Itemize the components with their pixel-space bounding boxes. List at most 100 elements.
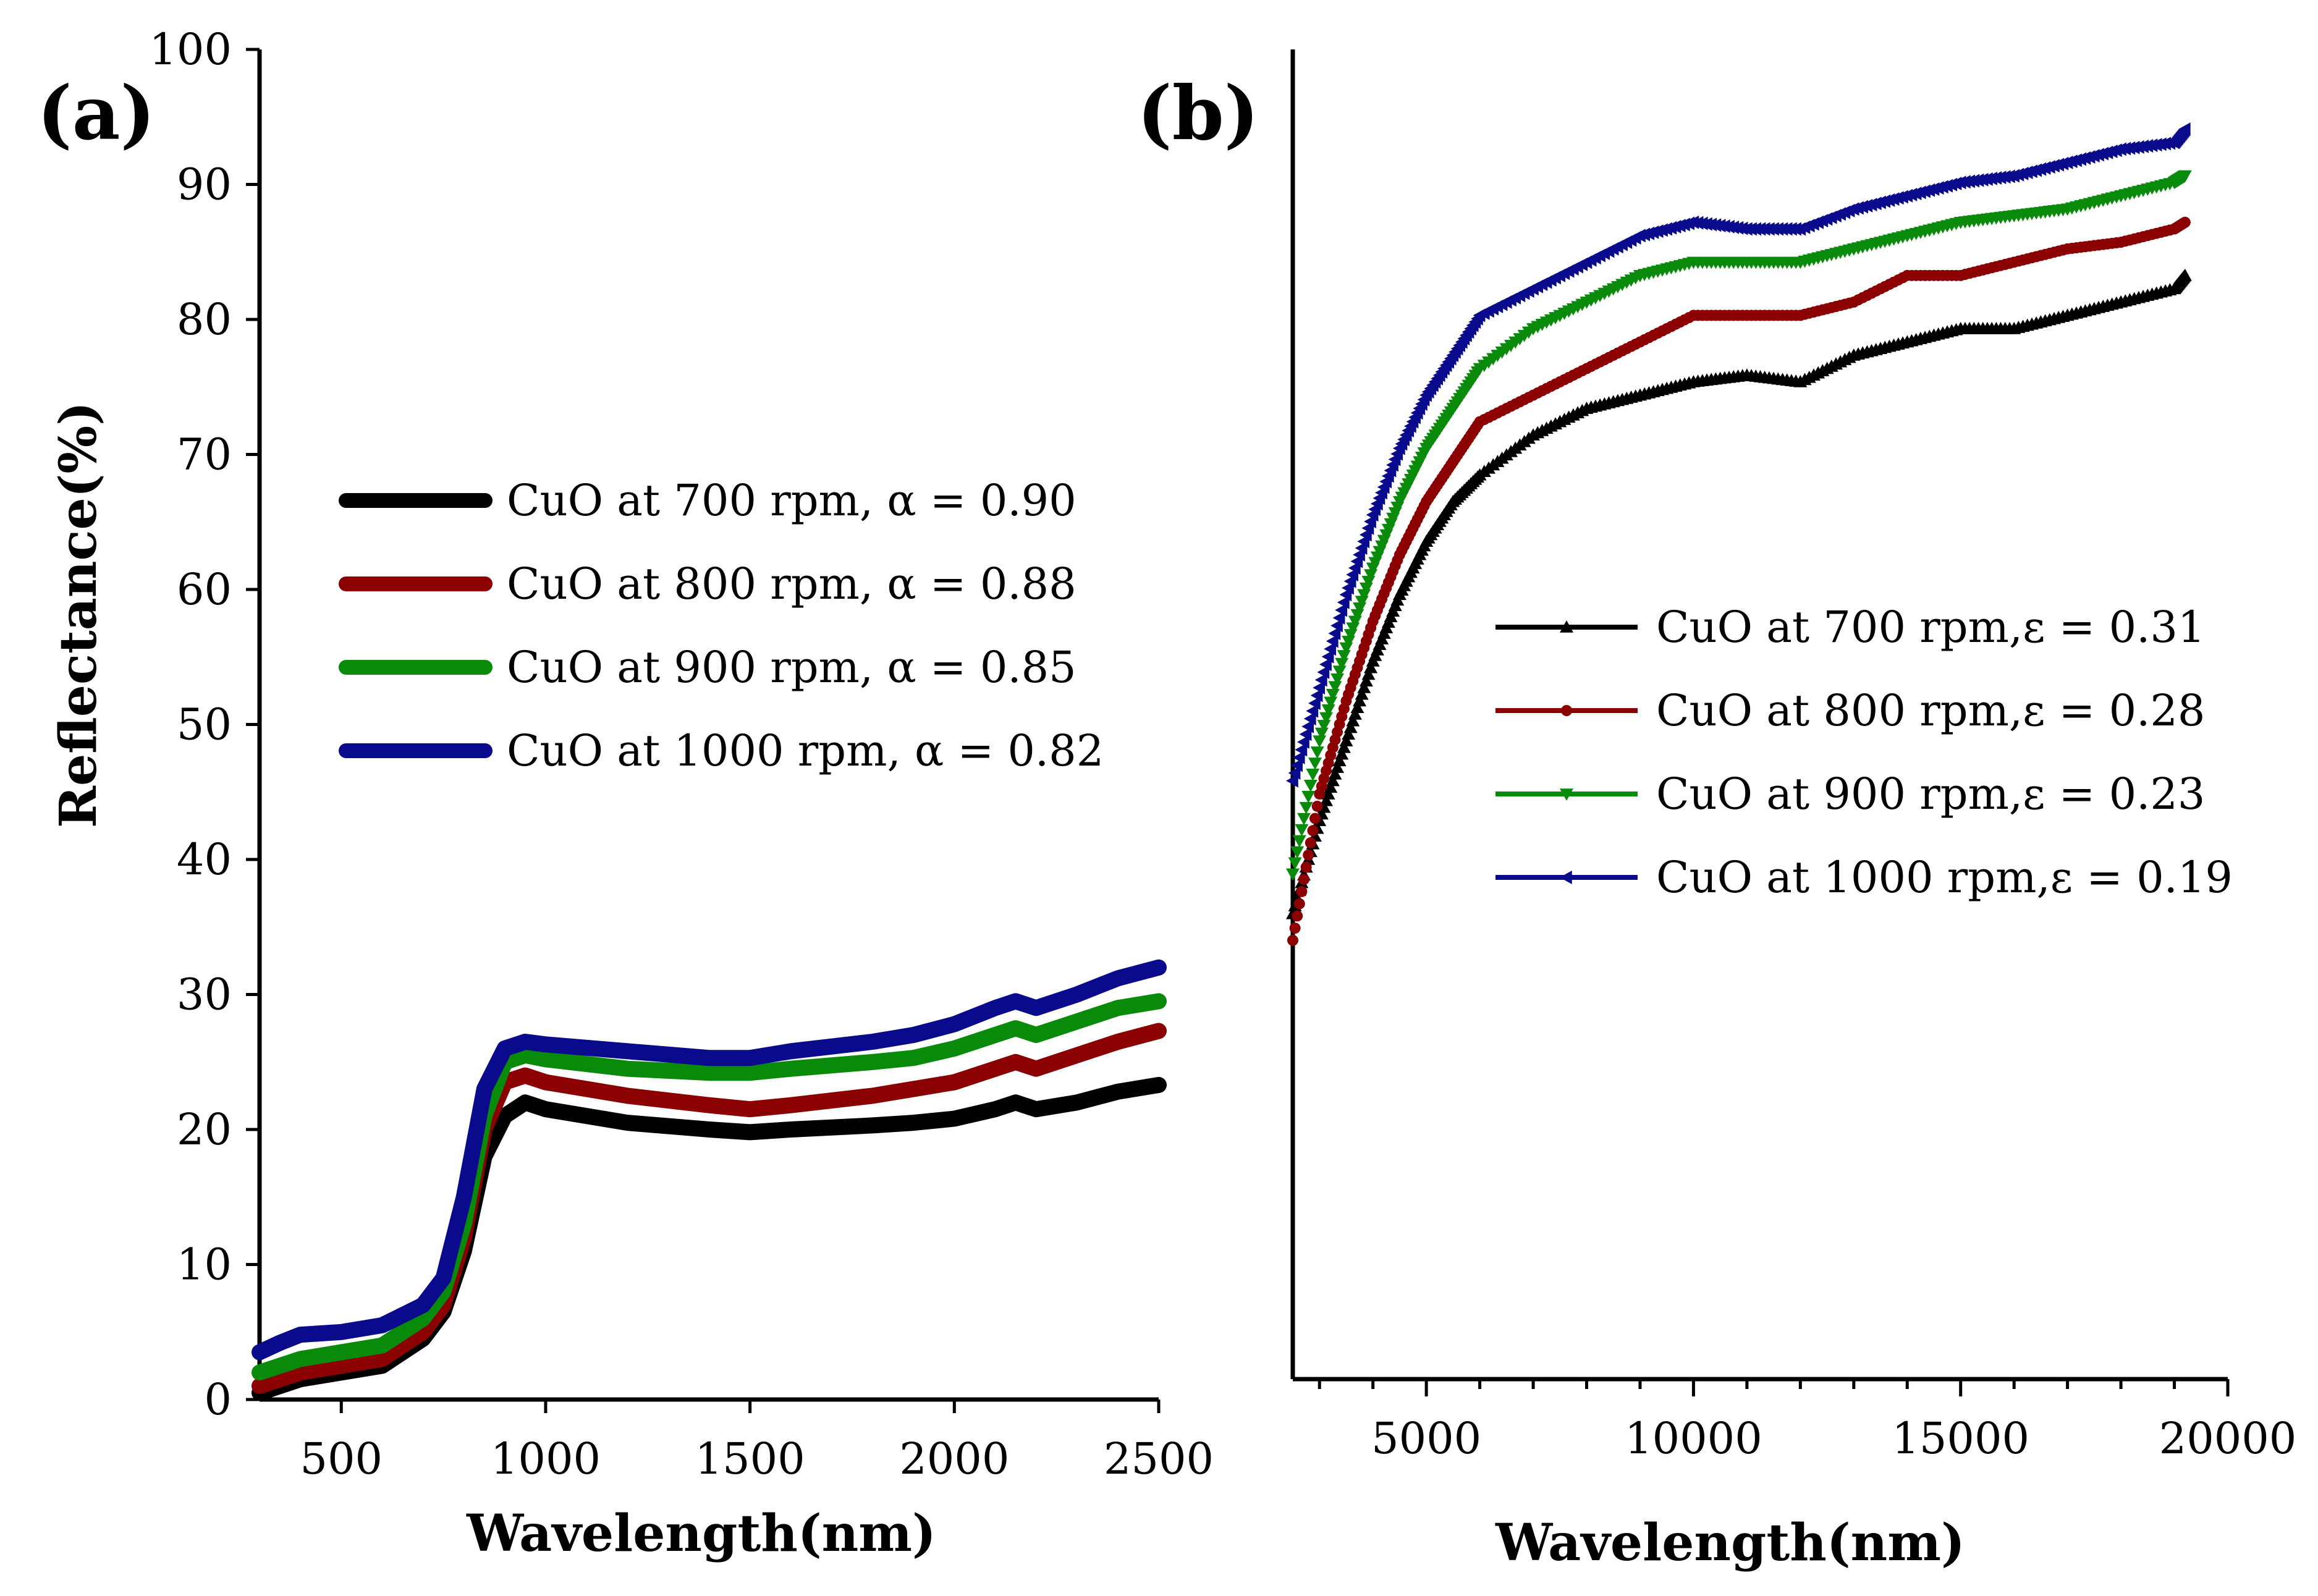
panel-b-marker-3 (1290, 846, 1305, 859)
panel-a-y-tick-label: 80 (177, 294, 232, 345)
panel-b-marker-1 (1359, 674, 1373, 686)
panel-b-marker-3 (1286, 868, 1300, 881)
panel-b-marker-4 (1314, 673, 1327, 687)
panel-b-marker-3 (1308, 758, 1322, 770)
panel-b-marker-3 (1295, 824, 1309, 837)
panel-b-marker-3 (1332, 665, 1347, 678)
panel-a-series-line-2 (252, 1023, 1167, 1395)
panel-b-marker-4 (1308, 696, 1321, 711)
panel-b-marker-3 (1321, 704, 1335, 717)
panel-b-marker-1 (1339, 734, 1353, 746)
panel-b-marker-2 (1287, 934, 1298, 946)
panel-b-marker-2 (2179, 216, 2191, 228)
panel-a-y-tick-label: 60 (177, 564, 232, 615)
panel-b-marker-2 (1296, 885, 1308, 897)
panel-a-x-tick-label: 2000 (899, 1433, 1009, 1484)
panel-b-marker-1 (1335, 747, 1349, 760)
panel-b-marker-3 (1326, 688, 1340, 701)
panel-a-x-axis-label: Wavelength(nm) (466, 1504, 936, 1563)
panel-b-marker-2 (1305, 837, 1316, 849)
panel-b-marker-4 (1319, 657, 1332, 672)
panel-b-marker-2 (1303, 849, 1314, 861)
panel-b-legend-label-2: CuO at 800 rpm,ε = 0.28 (1656, 685, 2205, 736)
panel-b-marker-2 (1307, 825, 1319, 837)
panel-b-series (1286, 122, 2192, 946)
panel-b-legend-marker-2 (1561, 705, 1572, 716)
panel-b-marker-1 (1330, 761, 1345, 773)
panel-b-marker-3 (1317, 720, 1331, 732)
panel-b-marker-1 (1350, 701, 1364, 714)
panel-b-marker-4 (1328, 627, 1341, 641)
panel-b-marker-3 (1328, 681, 1342, 694)
panel-b-legend-marker-4 (1560, 871, 1572, 884)
panel-b-marker-1 (1357, 680, 1371, 693)
panel-b-marker-4 (1317, 665, 1330, 679)
panel-a-y-axis-label: Reflectance(%) (49, 402, 108, 828)
panel-b-marker-1 (1342, 727, 1356, 740)
panel-b-marker-3 (1310, 746, 1324, 759)
panel-b-marker-4 (1337, 595, 1350, 609)
panel-b-marker-4 (1321, 649, 1334, 664)
panel-b-marker-3 (1292, 835, 1306, 848)
panel-a-y-tick-label: 100 (149, 24, 232, 75)
panel-a-x-tick-label: 1500 (695, 1433, 805, 1484)
panel-a-y-tick-label: 0 (204, 1374, 232, 1425)
panel-a-y-tick-label: 70 (177, 429, 232, 480)
panel-b-x-axis-label: Wavelength(nm) (1495, 1513, 1965, 1573)
panel-b-marker-3 (2178, 170, 2192, 183)
panel-b-marker-3 (1313, 735, 1327, 748)
panel-b-marker-4 (1335, 603, 1348, 617)
panel-a-axes (257, 49, 1159, 1402)
panel-b-marker-4 (1326, 634, 1339, 648)
panel-a-y-tick-label: 40 (177, 834, 232, 885)
panel-b-marker-4 (1324, 642, 1337, 656)
panel-b-ticks: 5000 10000 15000 20000 (1318, 1379, 2297, 1464)
panel-b-marker-1 (2178, 268, 2192, 281)
panel-b-series-3 (1286, 170, 2192, 881)
panel-b-marker-3 (1337, 650, 1351, 662)
panel-b-marker-1 (1337, 740, 1351, 753)
panel-b-legend-label-1: CuO at 700 rpm,ε = 0.31 (1656, 602, 2205, 652)
panel-b-legend-marker-3 (1560, 788, 1573, 801)
panel-b-marker-1 (1364, 661, 1378, 673)
panel-a-y-tick-label: 10 (177, 1239, 232, 1290)
panel-b-x-tick-label: 15000 (1892, 1413, 2029, 1464)
panel-a-legend-label-3: CuO at 900 rpm, α = 0.85 (507, 642, 1077, 693)
panel-b-marker-3 (1319, 712, 1334, 725)
panel-b-marker-3 (1288, 857, 1302, 870)
panel-b-marker-3 (1314, 727, 1329, 740)
panel-b-legend: CuO at 700 rpm,ε = 0.31 CuO at 800 rpm,ε … (1495, 602, 2233, 903)
panel-a-x-tick-label: 2500 (1104, 1433, 1214, 1484)
panel-b-marker-3 (1335, 657, 1349, 670)
panel-b-marker-1 (1328, 767, 1342, 780)
panel-b-marker-1 (1319, 793, 1334, 806)
panel-b-marker-1 (1346, 714, 1360, 727)
panel-b-marker-3 (1297, 813, 1311, 825)
panel-b-marker-1 (1332, 754, 1347, 767)
panel-b-x-tick-label: 20000 (2159, 1413, 2297, 1464)
panel-b-marker-2 (1300, 861, 1312, 873)
panel-b-x-tick-label: 10000 (1625, 1413, 1762, 1464)
panel-b-marker-3 (1301, 790, 1316, 803)
panel-b-marker-2 (1298, 874, 1310, 885)
panel-b-marker-3 (1303, 779, 1318, 792)
panel-b-marker-1 (1326, 774, 1340, 787)
panel-a-legend-label-4: CuO at 1000 rpm, α = 0.82 (507, 725, 1104, 776)
panel-b-marker-4 (1313, 680, 1326, 695)
panel-a-y-tick-label: 30 (177, 969, 232, 1020)
panel-b-marker-3 (1330, 673, 1345, 686)
panel-b-series-4 (1286, 122, 2191, 788)
panel-b-marker-2 (1292, 910, 1303, 922)
panel-a-x-tick-label: 500 (300, 1433, 383, 1484)
panel-b-marker-4 (1290, 758, 1303, 772)
panel-b-marker-2 (1289, 923, 1301, 934)
panel-a-legend-label-2: CuO at 800 rpm, α = 0.88 (507, 559, 1077, 609)
panel-a-series-line-4 (252, 959, 1167, 1361)
panel-b-marker-2 (1309, 813, 1321, 824)
panel-b-series-1 (1286, 268, 2192, 919)
panel-b-x-tick-label: 5000 (1371, 1413, 1481, 1464)
panel-b-marker-3 (1306, 769, 1320, 781)
panel-b: (b) Wavelength(nm) 5000 10000 15000 20000 C… (1137, 49, 2296, 1573)
panel-b-marker-1 (1361, 667, 1376, 680)
panel-b-marker-4 (1332, 610, 1345, 625)
